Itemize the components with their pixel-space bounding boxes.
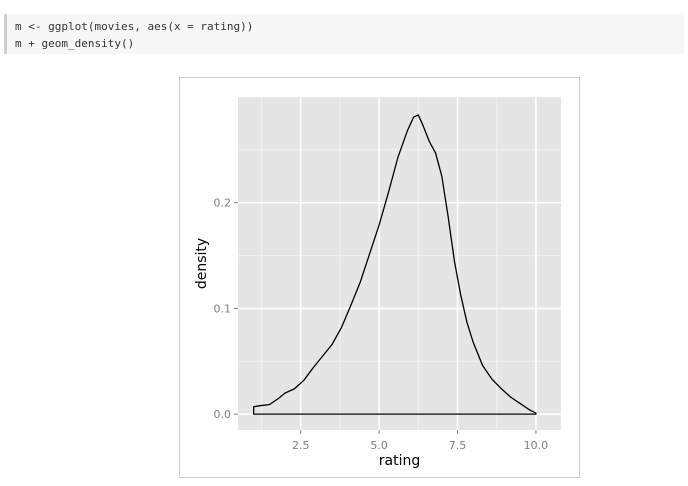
code-line-2: m + geom_density() [15, 37, 135, 50]
axis-ticks: 2.5 5.0 7.5 10.0 0.0 0.1 0.2 [214, 197, 549, 452]
y-tick-label: 0.2 [214, 197, 232, 210]
density-plot: 2.5 5.0 7.5 10.0 0.0 0.1 0.2 rating density [179, 77, 580, 478]
code-block: m <- ggplot(movies, aes(x = rating)) m +… [4, 14, 684, 54]
y-tick-label: 0.1 [214, 302, 232, 315]
x-axis-title: rating [379, 453, 420, 469]
plot-panel [238, 97, 561, 430]
x-tick-label: 10.0 [524, 439, 549, 452]
x-tick-label: 2.5 [292, 439, 310, 452]
x-tick-label: 7.5 [449, 439, 467, 452]
density-plot-svg: 2.5 5.0 7.5 10.0 0.0 0.1 0.2 rating density [194, 97, 561, 469]
x-tick-label: 5.0 [370, 439, 388, 452]
y-axis-title: density [194, 238, 210, 289]
y-tick-label: 0.0 [214, 408, 232, 421]
density-curve [253, 114, 537, 415]
code-line-1: m <- ggplot(movies, aes(x = rating)) [15, 20, 254, 33]
